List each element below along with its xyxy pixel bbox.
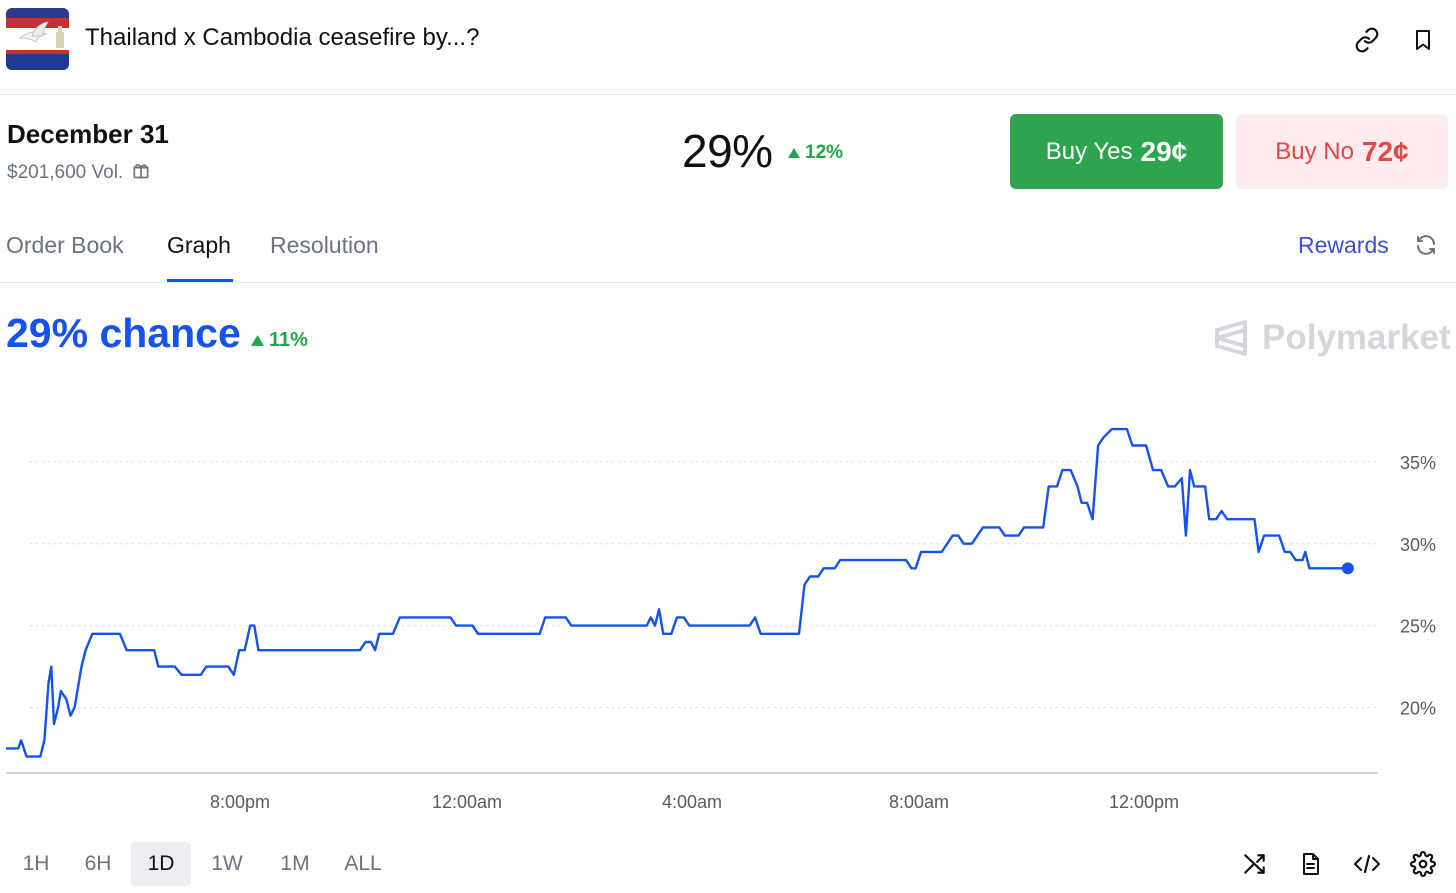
market-title: Thailand x Cambodia ceasefire by...? [85,24,480,51]
resolution-date: December 31 [7,119,169,149]
buy-no-label: Buy No [1275,137,1354,165]
market-header: Thailand x Cambodia ceasefire by...? [0,0,1456,95]
x-tick-label: 12:00pm [1109,792,1179,812]
y-tick-label: 25% [1400,617,1436,637]
refresh-icon[interactable] [1414,233,1440,259]
y-tick-label: 35% [1400,453,1436,473]
polymarket-logo-icon [1215,320,1247,356]
chance-label: 29% chance [6,310,241,356]
bookmark-icon[interactable] [1408,25,1438,55]
range-1w[interactable]: 1W [211,852,243,875]
rewards-link[interactable]: Rewards [1298,232,1389,258]
embed-code-icon[interactable] [1352,849,1382,879]
volume: $201,600 Vol. [7,160,151,186]
document-icon[interactable] [1295,849,1325,879]
volume-text: $201,600 Vol. [7,162,124,183]
up-triangle-icon [251,335,264,346]
market-thumbnail [6,8,69,70]
tab-order-book[interactable]: Order Book [6,232,124,258]
x-tick-label: 12:00am [432,792,502,812]
gift-icon[interactable] [131,160,151,186]
chance-change-value: 11% [269,329,308,351]
tab-graph[interactable]: Graph [167,232,231,258]
percent-change: 12% [788,142,843,164]
polymarket-brand-text: Polymarket [1262,318,1451,357]
percent-change-value: 12% [805,142,844,163]
tab-bar: Order Book Graph Resolution Rewards [0,210,1456,283]
range-1d[interactable]: 1D [131,842,191,886]
buy-no-button[interactable]: Buy No 72¢ [1236,114,1448,189]
shuffle-icon[interactable] [1240,849,1270,879]
buy-yes-button[interactable]: Buy Yes 29¢ [1010,114,1223,189]
range-1h[interactable]: 1H [22,852,50,875]
x-tick-label: 8:00pm [210,792,270,812]
current-percent: 29% [682,125,773,177]
buy-yes-price: 29¢ [1140,135,1188,167]
tab-resolution[interactable]: Resolution [270,232,379,258]
buy-yes-label: Buy Yes [1045,137,1133,165]
link-icon[interactable] [1352,25,1382,55]
y-tick-label: 30% [1400,535,1436,555]
buy-no-price: 72¢ [1361,135,1409,167]
y-tick-label: 20% [1400,699,1436,719]
range-1m[interactable]: 1M [280,852,310,875]
x-tick-label: 4:00am [662,792,722,812]
price-chart[interactable]: 20% 25% 30% 35% 8:00pm 12:00am 4:00am 8:00am 12:… [0,380,1456,820]
range-6h[interactable]: 6H [84,852,112,875]
x-tick-label: 8:00am [889,792,949,812]
chance-change: 11% [251,329,308,352]
current-point-marker [1341,562,1354,575]
settings-gear-icon[interactable] [1408,849,1438,879]
active-tab-indicator [167,279,233,282]
up-triangle-icon [788,148,800,158]
series-line [6,427,1348,758]
polymarket-watermark: Polymarket [1212,318,1451,358]
range-all[interactable]: ALL [344,852,382,875]
